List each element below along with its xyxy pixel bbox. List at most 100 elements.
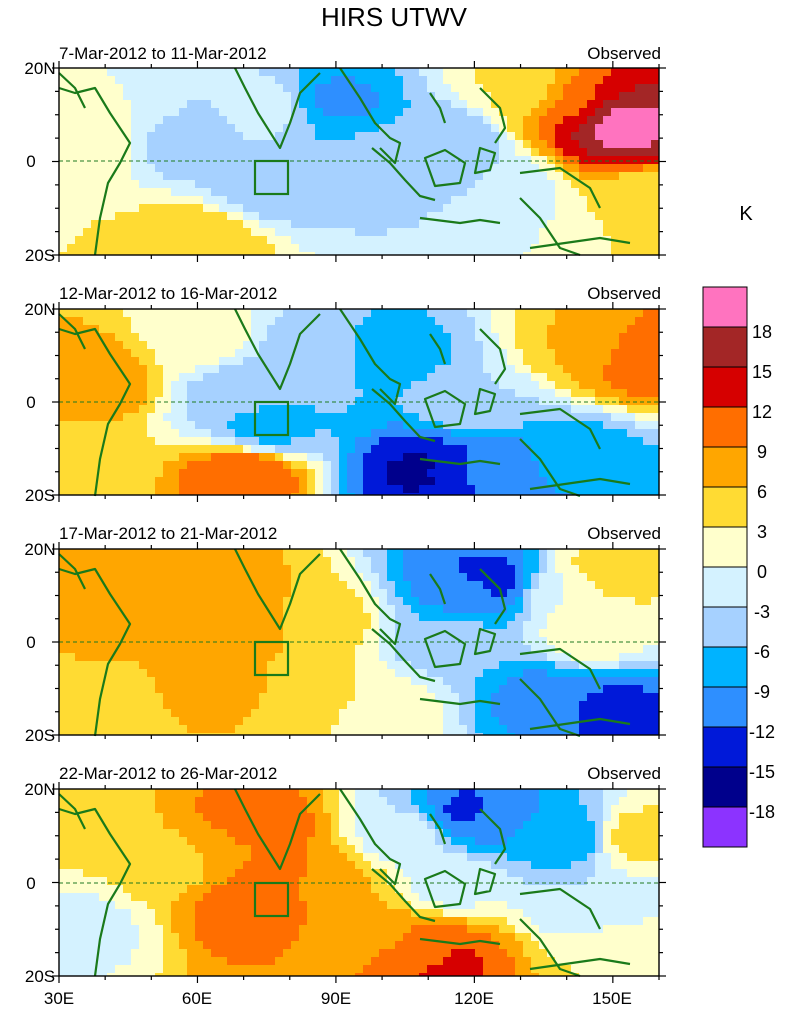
field-cell (563, 389, 572, 398)
field-cell (107, 212, 116, 221)
field-cell (371, 188, 380, 197)
field-cell (459, 212, 468, 221)
field-cell (499, 228, 508, 237)
field-cell (491, 156, 500, 165)
field-cell (83, 645, 92, 654)
field-cell (331, 116, 340, 125)
field-cell (451, 317, 460, 326)
field-cell (539, 244, 548, 253)
field-cell (515, 557, 524, 566)
field-cell (403, 172, 412, 181)
field-cell (547, 180, 556, 189)
field-cell (267, 581, 276, 590)
field-cell (627, 661, 636, 670)
field-cell (299, 421, 308, 430)
field-cell (315, 180, 324, 189)
field-cell (99, 645, 108, 654)
field-cell (387, 92, 396, 101)
field-cell (475, 212, 484, 221)
field-cell (515, 581, 524, 590)
field-cell (531, 653, 540, 662)
field-cell (203, 669, 212, 678)
field-cell (243, 92, 252, 101)
field-cell (451, 389, 460, 398)
field-cell (323, 341, 332, 350)
field-cell (467, 477, 476, 486)
field-cell (435, 461, 444, 470)
field-cell (443, 325, 452, 334)
field-cell (347, 357, 356, 366)
field-cell (571, 477, 580, 486)
field-cell (131, 573, 140, 582)
field-cell (443, 244, 452, 253)
field-cell (291, 453, 300, 462)
field-cell (363, 653, 372, 662)
field-cell (99, 581, 108, 590)
field-cell (211, 565, 220, 574)
field-cell (75, 188, 84, 197)
field-cell (451, 172, 460, 181)
field-cell (435, 661, 444, 670)
field-cell (283, 100, 292, 109)
field-cell (155, 212, 164, 221)
field-cell (475, 565, 484, 574)
field-cell (83, 108, 92, 117)
field-cell (603, 645, 612, 654)
field-cell (419, 405, 428, 414)
field-cell (299, 76, 308, 85)
field-cell (539, 469, 548, 478)
field-cell (459, 365, 468, 374)
field-cell (323, 132, 332, 141)
field-cell (331, 581, 340, 590)
field-cell (123, 196, 132, 205)
field-cell (379, 573, 388, 582)
field-cell (451, 549, 460, 558)
field-cell (395, 148, 404, 157)
field-cell (203, 597, 212, 606)
field-cell (227, 397, 236, 406)
field-cell (539, 405, 548, 414)
field-cell (339, 429, 348, 438)
field-cell (83, 597, 92, 606)
field-cell (547, 84, 556, 93)
field-cell (315, 469, 324, 478)
field-cell (459, 220, 468, 229)
field-cell (459, 621, 468, 630)
field-cell (403, 549, 412, 558)
field-cell (291, 204, 300, 213)
field-cell (259, 317, 268, 326)
field-cell (91, 453, 100, 462)
field-cell (603, 164, 612, 173)
field-cell (387, 84, 396, 93)
field-cell (579, 132, 588, 141)
field-cell (131, 453, 140, 462)
field-cell (523, 421, 532, 430)
field-cell (211, 637, 220, 646)
field-cell (211, 188, 220, 197)
field-cell (115, 325, 124, 334)
field-cell (371, 156, 380, 165)
field-cell (99, 485, 108, 494)
field-cell (587, 461, 596, 470)
field-cell (419, 629, 428, 638)
field-cell (323, 156, 332, 165)
field-cell (619, 637, 628, 646)
field-cell (307, 220, 316, 229)
field-cell (347, 156, 356, 165)
field-cell (195, 116, 204, 125)
field-cell (435, 68, 444, 77)
field-cell (363, 172, 372, 181)
field-cell (91, 389, 100, 398)
field-cell (499, 212, 508, 221)
field-cell (419, 565, 428, 574)
field-cell (131, 629, 140, 638)
field-cell (523, 373, 532, 382)
field-cell (323, 573, 332, 582)
field-cell (523, 108, 532, 117)
field-cell (475, 677, 484, 686)
field-cell (395, 461, 404, 470)
field-cell (459, 156, 468, 165)
field-cell (563, 565, 572, 574)
field-cell (635, 365, 644, 374)
field-cell (323, 172, 332, 181)
